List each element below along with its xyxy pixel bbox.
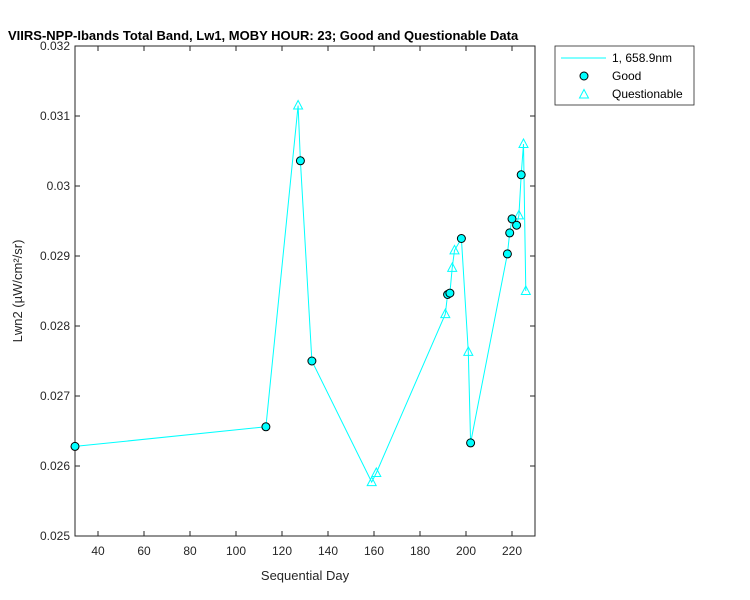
good-point — [507, 214, 517, 224]
good-point — [512, 220, 522, 230]
x-tick-label: 120 — [272, 544, 292, 558]
questionable-point — [518, 137, 529, 148]
legend: 1, 658.9nm Good Questionable — [554, 45, 695, 106]
plot-area — [74, 45, 536, 537]
good-point — [307, 356, 317, 366]
y-axis-ticks: 0.025 0.026 0.027 0.028 0.029 0.03 0.031 0.032 — [40, 39, 535, 543]
questionable-point — [513, 209, 525, 220]
good-point — [456, 234, 466, 243]
y-tick-label: 0.028 — [40, 319, 70, 333]
y-tick-label: 0.027 — [40, 389, 70, 403]
good-point — [445, 288, 455, 298]
x-tick-label: 200 — [456, 544, 476, 558]
questionable-point — [449, 244, 460, 255]
questionable-point — [292, 99, 304, 110]
good-point — [295, 156, 305, 166]
legend-label-questionable: Questionable — [612, 87, 683, 101]
questionable-point — [370, 466, 382, 477]
y-tick-label: 0.03 — [47, 179, 71, 193]
questionable-point — [439, 308, 451, 319]
y-tick-label: 0.025 — [40, 529, 70, 543]
y-tick-label: 0.026 — [40, 459, 70, 473]
legend-good-marker — [579, 71, 589, 81]
x-tick-label: 40 — [91, 544, 105, 558]
x-tick-label: 220 — [502, 544, 522, 558]
x-axis-label: Sequential Day — [261, 568, 350, 583]
chart-title: VIIRS-NPP-Ibands Total Band, Lw1, MOBY H… — [8, 28, 519, 43]
y-tick-label: 0.031 — [40, 109, 70, 123]
questionable-point — [462, 345, 474, 356]
x-tick-label: 80 — [183, 544, 197, 558]
questionable-point — [366, 476, 378, 487]
y-tick-label: 0.032 — [40, 39, 70, 53]
legend-label-line: 1, 658.9nm — [612, 51, 672, 65]
legend-questionable-marker — [578, 88, 590, 99]
x-axis-ticks: 40 60 80 100 120 140 160 180 200 220 — [91, 46, 522, 558]
x-tick-label: 60 — [137, 544, 151, 558]
good-point — [516, 170, 526, 180]
x-tick-label: 180 — [410, 544, 430, 558]
y-axis-label: Lwn2 (µW/cm²/sr) — [10, 240, 25, 343]
questionable-point — [520, 284, 532, 295]
legend-box — [554, 45, 695, 106]
good-point — [502, 249, 512, 259]
good-point — [505, 228, 515, 238]
y-tick-label: 0.029 — [40, 249, 70, 263]
series-layer — [70, 99, 532, 487]
x-tick-label: 100 — [226, 544, 246, 558]
good-point — [261, 422, 271, 432]
legend-label-good: Good — [612, 69, 641, 83]
good-point — [70, 441, 80, 451]
good-point — [466, 438, 476, 448]
questionable-point — [446, 261, 458, 272]
x-tick-label: 160 — [364, 544, 384, 558]
x-tick-label: 140 — [318, 544, 338, 558]
